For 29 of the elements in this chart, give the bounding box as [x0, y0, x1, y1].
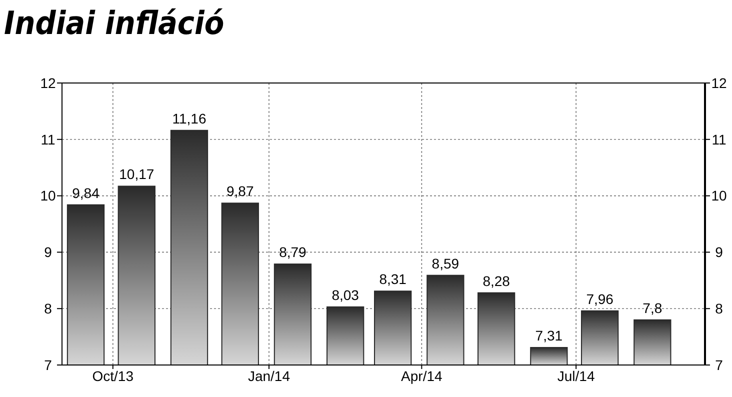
data-label: 9,87 [226, 183, 254, 200]
data-label: 7,96 [586, 290, 614, 307]
x-tick-label: Jan/14 [248, 368, 290, 384]
data-label: 7,31 [535, 328, 563, 344]
y2-tick-label: 10 [711, 188, 727, 204]
data-label: 10,17 [119, 166, 154, 182]
x-tick-label: Oct/13 [92, 368, 134, 384]
data-label: 8,28 [482, 272, 510, 289]
y2-tick-label: 8 [715, 300, 724, 316]
data-label: 8,03 [332, 286, 360, 303]
chart-title: Indiai infláció [4, 4, 224, 42]
y2-tick-label: 11 [712, 131, 726, 148]
y-tick-label: 8 [44, 300, 52, 316]
y-tick-label: 12 [40, 74, 56, 91]
data-label: 8,31 [379, 271, 407, 288]
y-tick-label: 11 [40, 131, 56, 148]
x-tick-label: Jul/14 [557, 368, 595, 384]
data-label: 8,59 [432, 255, 460, 272]
y2-tick-label: 7 [715, 356, 724, 373]
x-tick-label: Apr/14 [401, 368, 443, 384]
data-label: 8,79 [279, 244, 307, 260]
data-label: 9,84 [72, 184, 100, 201]
data-label: 11,16 [172, 110, 206, 126]
data-label: 7,8 [642, 300, 662, 316]
y-tick-label: 7 [44, 356, 52, 373]
y2-tick-label: 9 [715, 244, 724, 260]
y-tick-label: 9 [44, 244, 52, 260]
y-tick-label: 10 [40, 188, 56, 204]
y2-tick-label: 12 [711, 74, 727, 91]
